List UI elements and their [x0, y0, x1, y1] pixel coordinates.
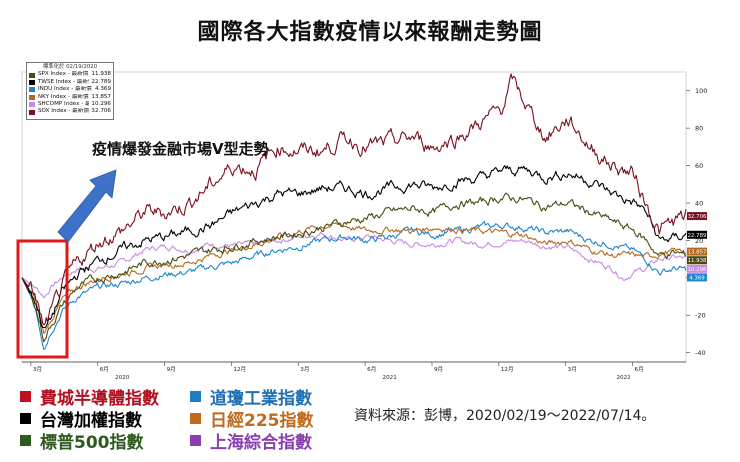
- x-year-label: 2022: [616, 375, 630, 381]
- end-value-label: 4.369: [689, 275, 705, 281]
- y-tick-label: 60: [695, 162, 703, 170]
- annotation-v-shape: 疫情爆發金融市場V型走勢: [92, 140, 269, 158]
- up-arrow-icon: [57, 169, 117, 243]
- y-tick-label: -40: [695, 349, 706, 357]
- legend-twse-swatch: [20, 413, 31, 424]
- end-value-tag: [687, 247, 707, 256]
- end-value-tag: [687, 264, 707, 273]
- y-tick-label: -20: [695, 312, 706, 320]
- end-value-tag: [687, 273, 707, 282]
- mini-legend-swatch: [29, 94, 35, 100]
- end-value-tag: [687, 230, 707, 239]
- legend-sox-label: 費城半導體指數: [40, 389, 159, 409]
- mini-legend-row: SOX Index - 最新價 32.706: [29, 108, 111, 115]
- mini-legend-swatch: [29, 87, 35, 93]
- mini-legend-swatch: [29, 72, 35, 78]
- legend-nky-swatch: [190, 413, 201, 424]
- legend-spx-label: 標普500指數: [40, 433, 144, 453]
- x-tick-label: 12月: [501, 366, 514, 373]
- legend-sox-swatch: [20, 391, 31, 402]
- end-value-label: 13.857: [688, 250, 707, 256]
- legend-shcomp: 上海綜合指數: [190, 428, 312, 453]
- x-year-label: 2021: [383, 375, 398, 381]
- mini-legend-name: TWSE Index - 最新價: [38, 78, 90, 85]
- mini-legend-row: TWSE Index - 最新價 22.789: [29, 79, 111, 86]
- mini-legend: 標準化於 02/19/2020 SPX Index - 最新價 11.938 TWS…: [26, 62, 114, 120]
- y-tick-label: 100: [695, 87, 707, 95]
- legend-spx-swatch: [20, 435, 31, 446]
- legend-nky: 日經225指數: [190, 406, 314, 431]
- up-arrow-shape: [57, 169, 117, 243]
- legend-indu-swatch: [190, 391, 201, 402]
- series-line-indu: [21, 220, 687, 350]
- mini-legend-swatch: [29, 80, 35, 86]
- y-tick-label: 20: [695, 237, 703, 245]
- legend-shcomp-label: 上海綜合指數: [210, 433, 312, 453]
- mini-legend-value: 22.789: [91, 78, 111, 85]
- mini-legend-name: NKY Index - 最新價: [38, 93, 89, 100]
- mini-legend-name: SOX Index - 最新價: [38, 108, 89, 115]
- mini-legend-row: INDU Index - 最新價 4.369: [29, 86, 111, 93]
- legend-indu: 道瓊工業指數: [190, 384, 312, 409]
- end-value-tag: [687, 212, 707, 221]
- mini-legend-row: SPX Index - 最新價 11.938: [29, 71, 111, 78]
- legend-sox: 費城半導體指數: [20, 384, 159, 409]
- legend-indu-label: 道瓊工業指數: [210, 389, 312, 409]
- mini-legend-value: 11.938: [91, 71, 111, 78]
- mini-legend-value: 32.706: [91, 108, 111, 115]
- x-tick-label: 6月: [635, 366, 644, 373]
- legend-twse-label: 台灣加權指數: [40, 411, 142, 431]
- series-line-sox: [21, 73, 687, 326]
- mini-legend-name: INDU Index - 最新價: [38, 86, 92, 93]
- mini-legend-row: SHCOMP Index - 最新價10.296: [29, 101, 111, 108]
- x-year-label: 2020: [115, 375, 130, 381]
- x-tick-label: 9月: [167, 366, 176, 373]
- x-tick-label: 3月: [568, 366, 577, 373]
- end-value-label: 11.938: [688, 258, 707, 264]
- mini-legend-swatch: [29, 102, 35, 108]
- series-line-shcomp: [21, 231, 687, 299]
- y-tick-label: 40: [695, 199, 703, 207]
- end-value-tag: [687, 256, 707, 265]
- end-value-label: 10.296: [688, 267, 707, 273]
- x-tick-label: 6月: [100, 366, 109, 373]
- end-value-label: 22.789: [688, 233, 707, 239]
- x-tick-label: 9月: [434, 366, 443, 373]
- mini-legend-row: NKY Index - 最新價 13.857: [29, 94, 111, 101]
- mini-legend-value: 4.369: [94, 86, 111, 93]
- x-tick-label: 3月: [33, 366, 42, 373]
- legend-spx: 標普500指數: [20, 428, 144, 453]
- mini-legend-name: SPX Index - 最新價: [38, 71, 89, 78]
- legend-nky-label: 日經225指數: [210, 411, 314, 431]
- y-tick-label: 80: [695, 125, 703, 133]
- mini-legend-value: 10.296: [91, 101, 111, 108]
- x-tick-label: 3月: [300, 366, 309, 373]
- series-line-nky: [21, 222, 687, 334]
- mini-legend-value: 13.857: [91, 93, 111, 100]
- x-tick-label: 6月: [367, 366, 376, 373]
- chart-title: 國際各大指數疫情以來報酬走勢圖: [197, 20, 543, 45]
- series-line-twse: [21, 165, 687, 329]
- end-value-label: 32.706: [688, 214, 707, 220]
- legend-twse: 台灣加權指數: [20, 406, 142, 431]
- mini-legend-swatch: [29, 109, 35, 115]
- mini-legend-name: SHCOMP Index - 最新價: [38, 101, 90, 108]
- series-line-spx: [21, 192, 687, 343]
- mini-legend-header: 標準化於 02/19/2020: [42, 64, 98, 70]
- x-tick-label: 12月: [233, 366, 246, 373]
- plot-frame: [21, 71, 687, 363]
- source-note: 資料來源：彭博，2020/02/19～2022/07/14。: [354, 408, 656, 424]
- crash-highlight-box: [16, 239, 69, 359]
- legend-shcomp-swatch: [190, 435, 201, 446]
